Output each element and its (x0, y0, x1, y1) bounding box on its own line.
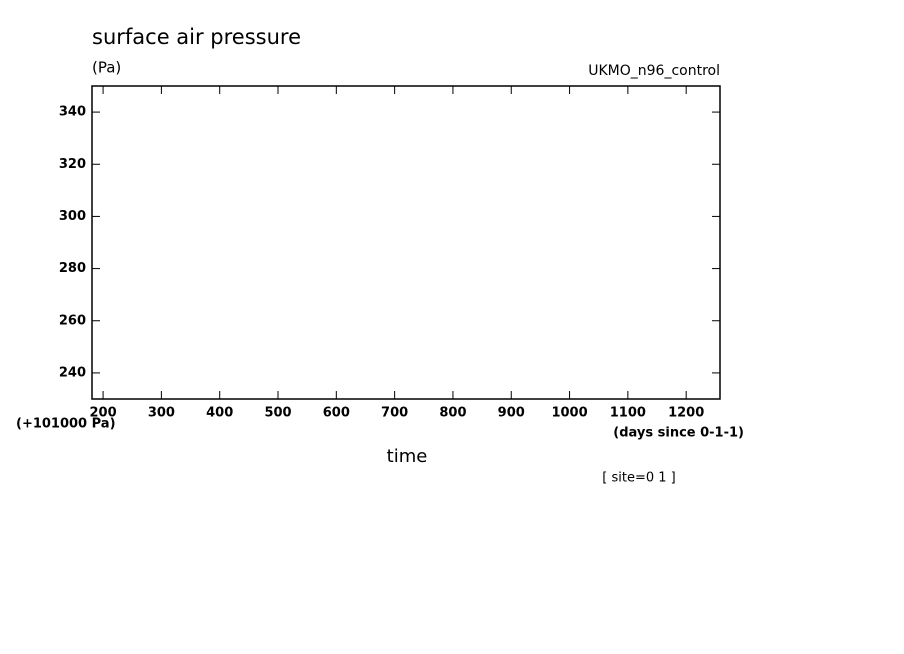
x-tick-label: 1000 (551, 406, 587, 421)
y-tick-label: 340 (59, 105, 86, 120)
y-offset-label: (+101000 Pa) (16, 417, 116, 432)
x-tick-label: 400 (206, 406, 233, 421)
x-tick-label: 900 (498, 406, 525, 421)
x-tick-label: 700 (381, 406, 408, 421)
plot-frame (91, 85, 721, 400)
x-tick-label: 500 (264, 406, 291, 421)
chart-title: surface air pressure (92, 25, 301, 49)
x-unit-label: (days since 0-1-1) (613, 426, 744, 441)
x-tick-label: 300 (148, 406, 175, 421)
x-tick-label: 1200 (668, 406, 704, 421)
x-tick-label: 200 (90, 406, 117, 421)
x-tick-label: 600 (323, 406, 350, 421)
y-tick-label: 240 (59, 365, 86, 380)
y-axis-label: (Pa) (92, 59, 121, 77)
x-tick-label: 1100 (610, 406, 646, 421)
y-tick-label: 320 (59, 157, 86, 172)
y-tick-label: 300 (59, 209, 86, 224)
footnote: [ site=0 1 ] (602, 471, 675, 486)
x-tick-label: 800 (439, 406, 466, 421)
y-tick-label: 260 (59, 313, 86, 328)
dataset-label: UKMO_n96_control (588, 63, 720, 79)
x-axis-label: time (387, 446, 428, 467)
y-tick-label: 280 (59, 261, 86, 276)
